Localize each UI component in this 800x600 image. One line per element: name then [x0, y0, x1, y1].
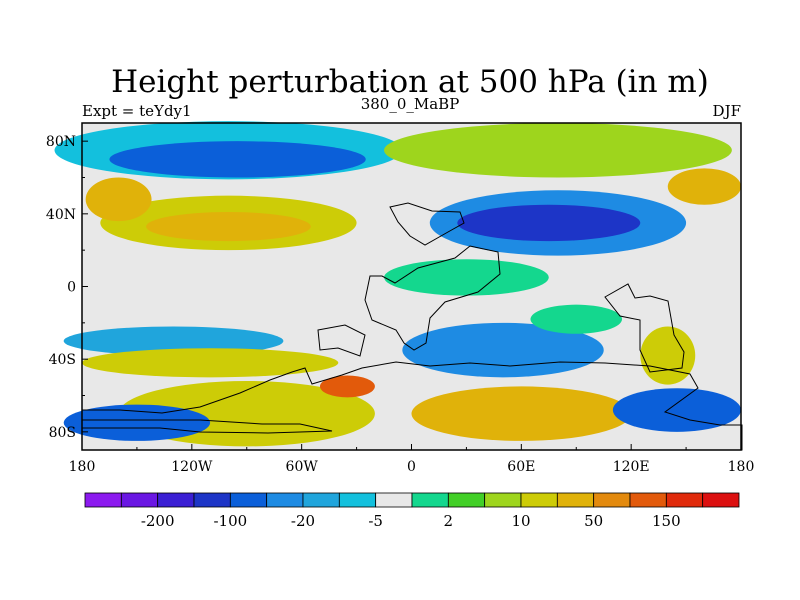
x-tick-label: 180 [69, 459, 96, 475]
colorbar-swatch [120, 492, 159, 508]
colorbar-swatch [229, 492, 268, 508]
season-label: DJF [713, 102, 741, 120]
colorbar-swatch [520, 492, 558, 508]
antarctica-coastline [81, 361, 743, 451]
colorbar-label: 10 [511, 512, 530, 530]
colorbar-swatch [375, 492, 413, 508]
field-anomaly-6 [457, 204, 641, 242]
field-anomaly-11 [82, 348, 339, 378]
africa-coastline [364, 245, 501, 351]
field-anomaly-12 [402, 322, 604, 378]
field-anomaly-3 [146, 212, 311, 242]
colorbar-swatch [338, 492, 377, 508]
field-anomaly-8 [667, 168, 742, 205]
eurasia-coastline [389, 202, 465, 246]
x-tick-label: 0 [407, 459, 416, 475]
x-tick-label: 180 [728, 459, 755, 475]
field-anomaly-16 [640, 326, 696, 385]
colorbar-label: -20 [291, 512, 315, 530]
field-anomaly-4 [85, 177, 152, 222]
x-axis: 180 120W 60W 0 60E 120E 180 [69, 444, 755, 475]
colorbar-swatch [556, 492, 595, 508]
colorbar-swatch [665, 492, 704, 508]
field-anomaly-13 [411, 386, 632, 441]
colorbar-swatch [484, 492, 522, 508]
field-anomaly-10 [63, 326, 284, 356]
field-anomaly-1 [109, 141, 366, 178]
chart-title: Height perturbation at 500 hPa (in m) [111, 64, 709, 100]
y-tick-label: 40N [46, 207, 76, 223]
colorbar-label: 50 [584, 512, 603, 530]
field-anomaly-19 [530, 304, 623, 334]
colorbar-swatch [702, 492, 740, 508]
colorbar-swatch [593, 492, 631, 508]
x-tick-label: 120E [613, 459, 650, 475]
colorbar-label: -5 [368, 512, 383, 530]
colorbar-swatch [447, 492, 486, 508]
field-anomaly-9 [384, 259, 549, 296]
y-tick-label: 40S [49, 352, 76, 368]
y-tick-label: 0 [67, 280, 76, 296]
y-tick-label: 80S [49, 425, 76, 441]
colorbar-swatch [302, 492, 340, 508]
x-tick-label: 60E [507, 459, 535, 475]
x-tick-label: 120W [171, 459, 213, 475]
colorbar-label: -200 [141, 512, 175, 530]
colorbar-swatch [84, 492, 122, 508]
antarctic-peninsula [82, 419, 333, 434]
y-axis: 80N 40N 0 40S 80S [46, 134, 88, 441]
colorbar-label: -100 [213, 512, 247, 530]
colorbar-label: 2 [444, 512, 454, 530]
period-label: 380_0_MaBP [361, 95, 460, 113]
colorbar: -200 -100 -20 -5 2 10 50 150 [84, 492, 740, 530]
field-anomaly-7 [384, 123, 732, 178]
field-anomaly-17 [612, 388, 741, 432]
colorbar-swatch [266, 492, 304, 508]
colorbar-label: 150 [652, 512, 681, 530]
continent-outline [81, 202, 743, 451]
experiment-label: Expt = teYdy1 [82, 102, 192, 120]
colorbar-swatch [193, 492, 231, 508]
x-tick-label: 60W [286, 459, 319, 475]
south-america-coastline [317, 324, 366, 357]
field-layer [54, 121, 742, 450]
colorbar-swatch [157, 492, 195, 508]
colorbar-swatch [629, 492, 667, 508]
colorbar-swatch [411, 492, 449, 508]
y-tick-label: 80N [46, 134, 76, 150]
field-anomaly-18 [63, 404, 211, 441]
field-anomaly-15 [319, 375, 375, 398]
australia-coastline [604, 283, 685, 373]
